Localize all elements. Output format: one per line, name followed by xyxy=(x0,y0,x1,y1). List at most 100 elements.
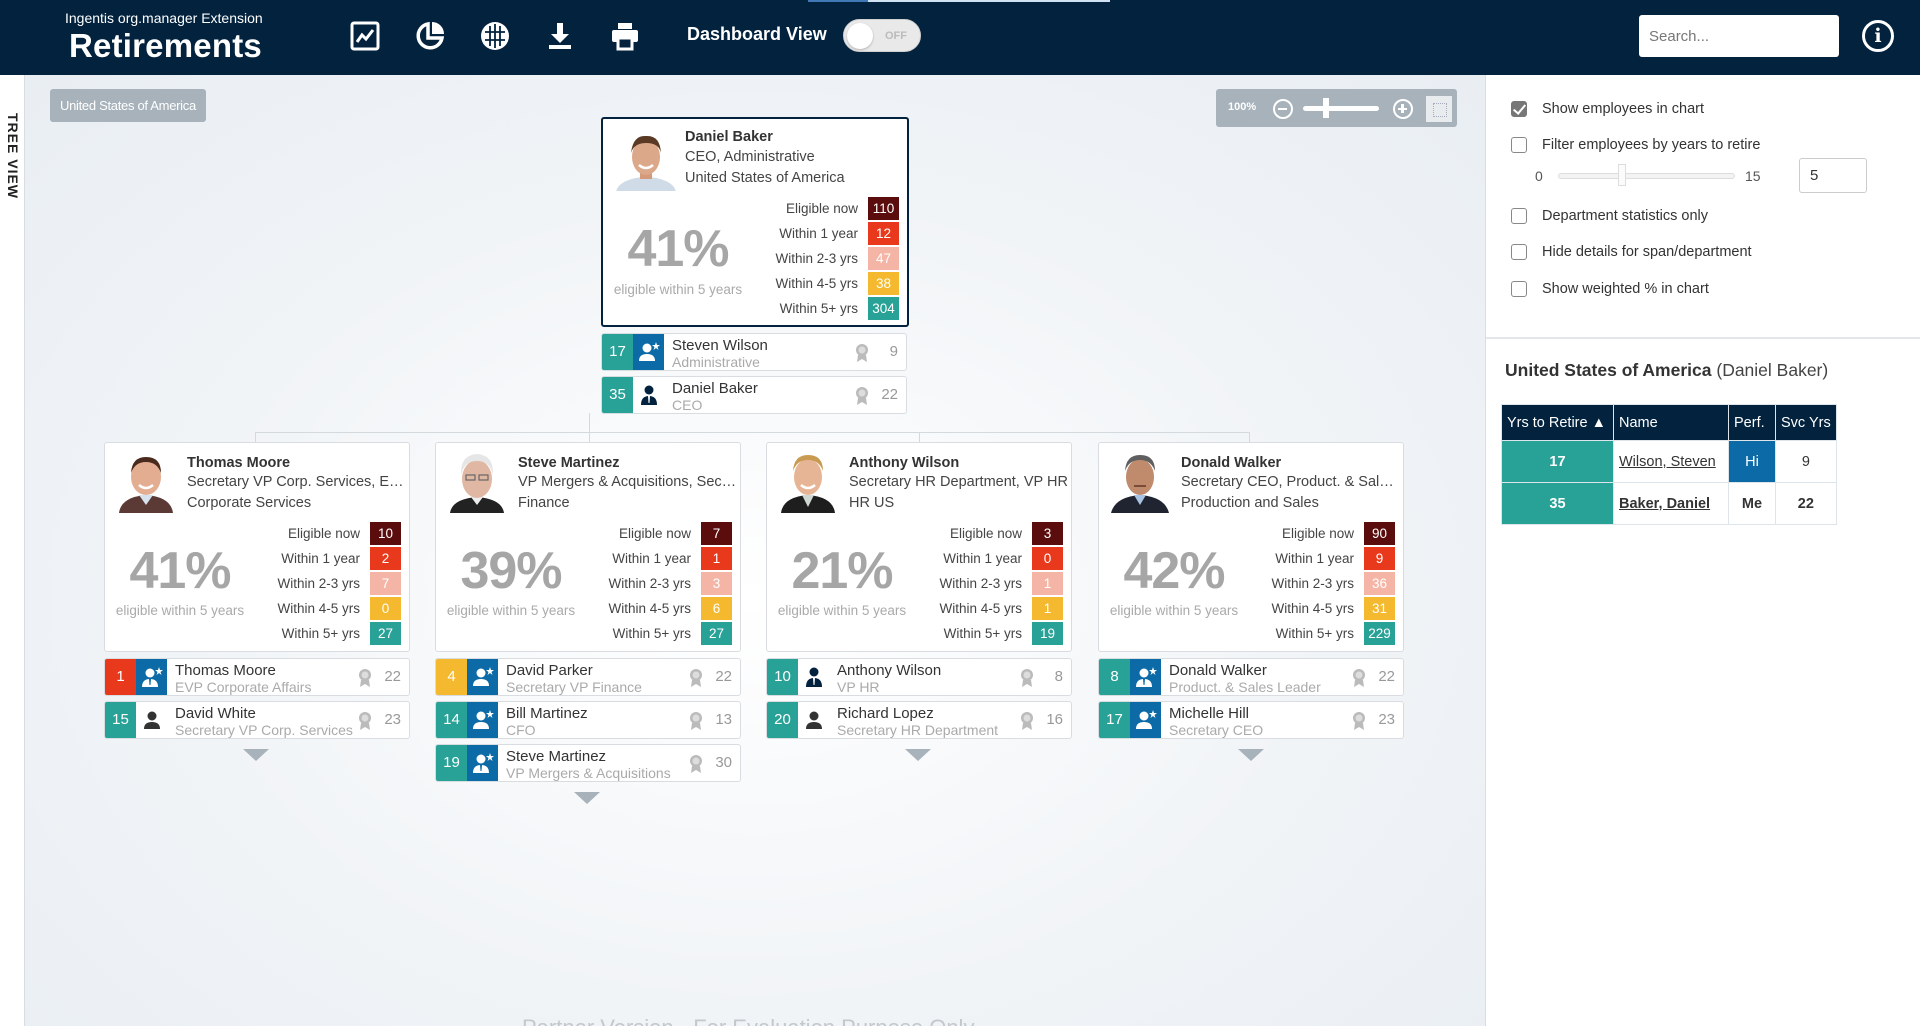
stat-within-4-5: 1 xyxy=(1032,597,1063,620)
stat-eligible-now: 10 xyxy=(370,522,401,545)
column-svc-yrs[interactable]: Svc Yrs xyxy=(1775,404,1837,441)
person-icon xyxy=(805,711,822,729)
manager-star-icon xyxy=(638,342,660,361)
service-years: 22 xyxy=(715,668,732,685)
employee-row[interactable]: 17 Steven Wilson Administrative 9 xyxy=(601,333,907,371)
employee-link[interactable]: Wilson, Steven xyxy=(1619,453,1716,470)
globe-button[interactable] xyxy=(462,18,527,54)
checkbox-checked[interactable] xyxy=(1511,101,1527,117)
years-to-retire: 20 xyxy=(767,702,798,738)
employee-row[interactable]: 8 Donald Walker Product. & Sales Leader … xyxy=(1098,658,1404,696)
org-card-thomas-moore[interactable]: Thomas Moore Secretary VP Corp. Services… xyxy=(104,442,410,652)
employee-name: David White xyxy=(175,705,256,722)
cell-yrs: 35 xyxy=(1501,482,1614,525)
cell-yrs: 17 xyxy=(1501,440,1614,483)
expand-arrow-icon[interactable] xyxy=(1238,749,1264,761)
org-card-root[interactable]: Daniel Baker CEO, Administrative United … xyxy=(601,117,909,327)
zoom-in-icon[interactable] xyxy=(1393,99,1413,119)
option-show-employees[interactable]: Show employees in chart xyxy=(1511,101,1704,117)
retirement-stats: Eligible now 90 Within 1 year 9 Within 2-3… xyxy=(1271,521,1395,646)
connector xyxy=(589,413,590,433)
tree-view-tab[interactable]: TREE VIEW xyxy=(0,75,25,1026)
employee-row[interactable]: 35 Daniel Baker CEO 22 xyxy=(601,376,907,414)
employee-title: Secretary VP Finance xyxy=(506,679,642,695)
org-card-steve-martinez[interactable]: Steve Martinez VP Mergers & Acquisitions… xyxy=(435,442,741,652)
award-icon xyxy=(1021,669,1033,687)
zoom-slider-thumb[interactable] xyxy=(1323,98,1329,118)
slider-track[interactable] xyxy=(1558,173,1735,179)
stat-within-1-year: 1 xyxy=(701,547,732,570)
checkbox[interactable] xyxy=(1511,281,1527,297)
column-perf[interactable]: Perf. xyxy=(1728,404,1776,441)
expand-arrow-icon[interactable] xyxy=(243,749,269,761)
breadcrumb[interactable]: United States of America xyxy=(50,89,206,122)
employee-title: CFO xyxy=(506,722,536,738)
print-icon xyxy=(611,23,638,51)
award-icon xyxy=(690,712,702,730)
org-card-donald-walker[interactable]: Donald Walker Secretary CEO, Product. & … xyxy=(1098,442,1404,652)
employee-row[interactable]: 4 David Parker Secretary VP Finance 22 xyxy=(435,658,741,696)
zoom-level: 100% xyxy=(1228,101,1257,113)
card-department: United States of America xyxy=(685,170,845,186)
employee-name: Thomas Moore xyxy=(175,662,276,679)
org-card-anthony-wilson[interactable]: Anthony Wilson Secretary HR Department, … xyxy=(766,442,1072,652)
slider-thumb[interactable] xyxy=(1618,164,1626,186)
column-yrs-to-retire[interactable]: Yrs to Retire ▲ xyxy=(1501,404,1614,441)
employee-row[interactable]: 10 Anthony Wilson VP HR 8 xyxy=(766,658,1072,696)
search-input[interactable] xyxy=(1639,15,1839,57)
connector xyxy=(1249,432,1250,442)
stat-within-4-5: 6 xyxy=(701,597,732,620)
stat-eligible-now: 3 xyxy=(1032,522,1063,545)
stat-row: Eligible now 110 xyxy=(775,196,899,221)
employee-row[interactable]: 1 Thomas Moore EVP Corporate Affairs 22 xyxy=(104,658,410,696)
employee-link[interactable]: Baker, Daniel xyxy=(1619,495,1711,512)
option-department-stats[interactable]: Department statistics only xyxy=(1511,208,1708,224)
expand-arrow-icon[interactable] xyxy=(905,749,931,761)
card-title: VP Mergers & Acquisitions, Secretary VP … xyxy=(518,474,738,490)
employee-title: VP HR xyxy=(837,679,880,695)
checkbox[interactable] xyxy=(1511,137,1527,153)
pie-chart-button[interactable] xyxy=(397,18,462,54)
zoom-out-icon[interactable] xyxy=(1273,99,1293,119)
years-to-retire: 17 xyxy=(602,334,633,370)
card-name: Donald Walker xyxy=(1181,455,1282,471)
column-name[interactable]: Name xyxy=(1613,404,1729,441)
dashboard-view-toggle[interactable]: OFF xyxy=(843,19,921,52)
employee-name: Donald Walker xyxy=(1169,662,1267,679)
service-years: 22 xyxy=(881,386,898,403)
fit-to-screen-icon[interactable] xyxy=(1426,96,1452,122)
retirement-stats: Eligible now 7 Within 1 year 1 Within 2-3 … xyxy=(608,521,732,646)
line-chart-button[interactable] xyxy=(332,18,397,54)
card-name: Daniel Baker xyxy=(685,129,773,145)
download-button[interactable] xyxy=(527,18,592,54)
chart-canvas[interactable]: United States of America 100% Daniel Bak… xyxy=(25,75,1485,1026)
employee-name: David Parker xyxy=(506,662,593,679)
stat-row: Within 2-3 yrs 47 xyxy=(775,246,899,271)
employee-row[interactable]: 14 Bill Martinez CFO 13 xyxy=(435,701,741,739)
cell-perf: Hi xyxy=(1728,440,1776,483)
service-years: 23 xyxy=(384,711,401,728)
info-icon[interactable]: i xyxy=(1862,20,1894,52)
employee-row[interactable]: 20 Richard Lopez Secretary HR Department… xyxy=(766,701,1072,739)
option-hide-details[interactable]: Hide details for span/department xyxy=(1511,244,1752,260)
print-button[interactable] xyxy=(592,18,657,54)
person-icon xyxy=(143,711,160,729)
checkbox[interactable] xyxy=(1511,208,1527,224)
expand-arrow-icon[interactable] xyxy=(574,792,600,804)
card-department: Production and Sales xyxy=(1181,495,1319,511)
years-value-input[interactable] xyxy=(1799,158,1867,193)
option-weighted-percent[interactable]: Show weighted % in chart xyxy=(1511,281,1709,297)
table-row: 17 Wilson, Steven Hi 9 xyxy=(1501,440,1837,483)
zoom-slider-track[interactable] xyxy=(1303,106,1379,111)
app-subtitle: Ingentis org.manager Extension xyxy=(65,10,263,26)
employee-row[interactable]: 15 David White Secretary VP Corp. Servic… xyxy=(104,701,410,739)
card-percent: 42% xyxy=(1123,542,1225,600)
stat-eligible-now: 7 xyxy=(701,522,732,545)
employee-row[interactable]: 19 Steve Martinez VP Mergers & Acquisiti… xyxy=(435,744,741,782)
employee-title: Secretary HR Department xyxy=(837,722,999,738)
employee-row[interactable]: 17 Michelle Hill Secretary CEO 23 xyxy=(1098,701,1404,739)
slider-min: 0 xyxy=(1535,168,1543,184)
checkbox[interactable] xyxy=(1511,244,1527,260)
option-filter-years[interactable]: Filter employees by years to retire xyxy=(1511,137,1760,153)
stat-within-1-year: 0 xyxy=(1032,547,1063,570)
